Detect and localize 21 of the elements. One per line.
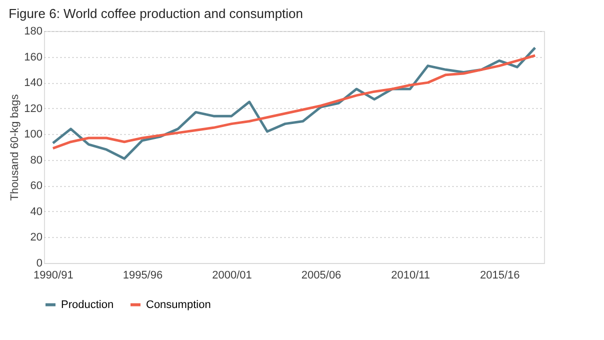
x-tick-label: 2000/01 [212,270,252,282]
chart-title: Figure 6: World coffee production and consumption [8,6,304,21]
y-tick-label: 120 [24,102,42,115]
x-tick-label: 1995/96 [122,270,163,282]
y-tick-label: 40 [30,206,42,218]
y-tick-label: 180 [24,26,42,38]
x-tick-label: 1990/91 [34,270,74,282]
y-tick-label: 60 [30,180,42,192]
legend-label: Consumption [146,298,211,311]
x-tick-label: 2005/06 [301,270,342,282]
x-tick-label: 2015/16 [480,270,520,282]
y-tick-label: 80 [30,154,42,166]
x-tick-label: 2010/11 [391,270,430,282]
y-axis-title: Thousand 60-kg bags [9,94,22,201]
y-tick-label: 140 [24,77,42,90]
y-tick-label: 100 [24,128,42,141]
y-tick-label: 20 [30,232,42,244]
y-tick-label: 160 [24,51,42,64]
line-series [52,54,536,150]
y-tick-label: 0 [36,258,42,270]
legend-label: Production [61,298,114,311]
